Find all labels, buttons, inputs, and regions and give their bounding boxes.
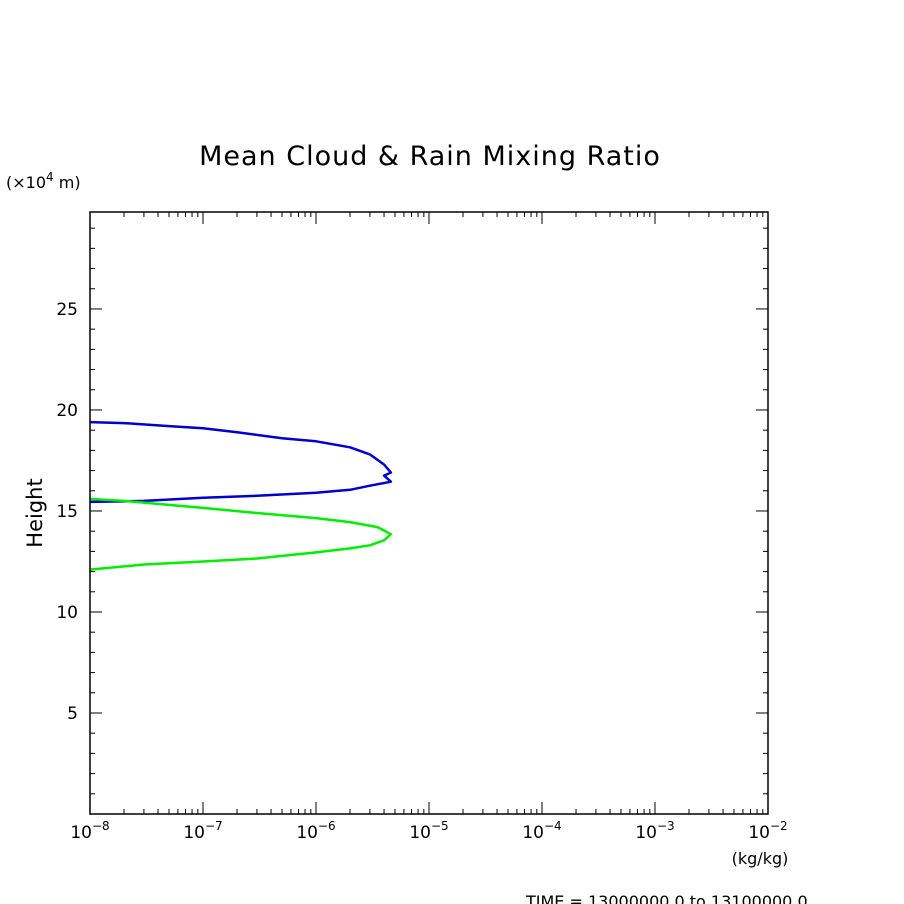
x-tick-exponent: −5: [431, 819, 449, 833]
x-tick-label: 10−2: [748, 819, 787, 843]
plot-frame: [89, 211, 769, 815]
data-lines: [89, 420, 393, 571]
x-tick-base: 10: [748, 823, 770, 843]
series-line-1: [89, 420, 393, 504]
x-tick-base: 10: [183, 823, 205, 843]
x-tick-base: 10: [522, 823, 544, 843]
axis-ticks: [89, 212, 769, 814]
y-tick-label: 25: [56, 300, 78, 320]
x-tick-label: 10−3: [635, 819, 674, 843]
x-tick-exponent: −8: [92, 819, 110, 833]
y-axis-units-exponent: 4: [46, 170, 54, 184]
x-tick-exponent: −7: [205, 819, 223, 833]
y-axis-label: Height: [23, 478, 47, 547]
x-tick-labels: 10−8 10−7 10−6 10−5 10−4 10−3 10−2: [70, 819, 787, 843]
x-tick-exponent: −3: [657, 819, 675, 833]
x-tick-base: 10: [296, 823, 318, 843]
x-tick-label: 10−5: [409, 819, 448, 843]
y-tick-label: 5: [67, 704, 78, 724]
time-range-footer: TIME = 13000000.0 to 13100000.0: [525, 892, 808, 904]
y-tick-labels: 5 10 15 20 25: [56, 300, 78, 724]
x-tick-label: 10−8: [70, 819, 109, 843]
x-tick-exponent: −6: [318, 819, 336, 833]
y-axis-units: (×104 m): [6, 170, 81, 192]
y-tick-label: 15: [56, 502, 78, 522]
x-tick-label: 10−4: [522, 819, 561, 843]
chart-title: Mean Cloud & Rain Mixing Ratio: [199, 141, 661, 172]
x-axis-label: (kg/kg): [732, 849, 789, 868]
x-tick-base: 10: [409, 823, 431, 843]
y-axis-units-suffix: m): [54, 173, 81, 192]
x-tick-exponent: −2: [770, 819, 788, 833]
x-tick-base: 10: [635, 823, 657, 843]
y-axis-units-prefix: (×10: [6, 173, 46, 192]
x-tick-label: 10−6: [296, 819, 335, 843]
x-tick-label: 10−7: [183, 819, 222, 843]
y-tick-label: 20: [56, 401, 78, 421]
x-tick-exponent: −4: [544, 819, 562, 833]
series-line-2: [89, 497, 393, 571]
x-tick-base: 10: [70, 823, 92, 843]
y-tick-label: 10: [56, 603, 78, 623]
